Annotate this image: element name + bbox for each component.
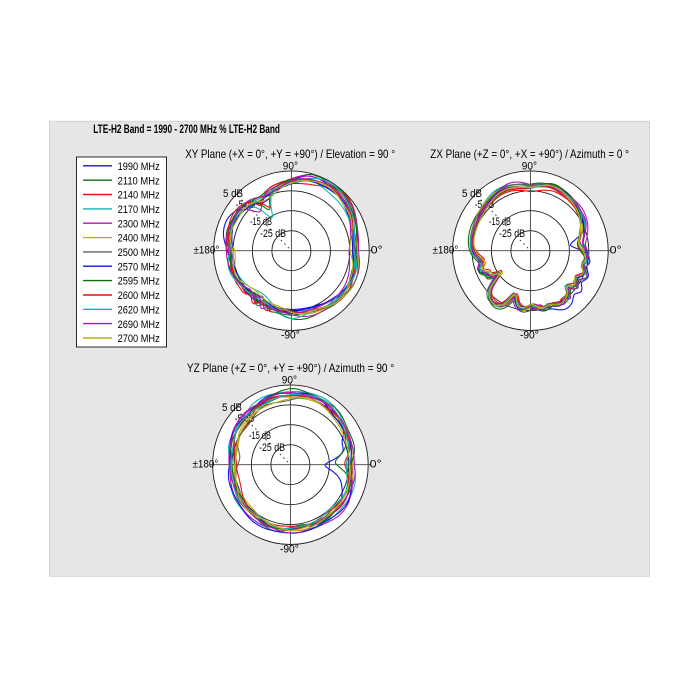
svg-text:2170 MHz: 2170 MHz (118, 204, 160, 216)
svg-text:-25 dB: -25 dB (260, 228, 286, 240)
svg-text:XY Plane (+X = 0°, +Y = +90°): XY Plane (+X = 0°, +Y = +90°) / Elevatio… (185, 147, 395, 161)
svg-text:90°: 90° (522, 160, 537, 172)
svg-text:5 dB: 5 dB (222, 402, 242, 414)
svg-text:2620 MHz: 2620 MHz (118, 304, 160, 316)
svg-text:-90°: -90° (520, 329, 539, 341)
svg-text:2600 MHz: 2600 MHz (118, 290, 160, 302)
svg-text:5 dB: 5 dB (223, 188, 243, 200)
svg-text:2140 MHz: 2140 MHz (118, 190, 160, 202)
svg-text:-90°: -90° (281, 329, 300, 341)
svg-text:2595 MHz: 2595 MHz (118, 276, 160, 288)
svg-text:YZ Plane (+Z = 0°, +Y = +90°): YZ Plane (+Z = 0°, +Y = +90°) / Azimuth … (187, 361, 395, 375)
svg-text:1990 MHz: 1990 MHz (118, 161, 160, 173)
svg-text:2400 MHz: 2400 MHz (118, 233, 160, 245)
svg-text:90°: 90° (282, 374, 297, 386)
svg-text:2700 MHz: 2700 MHz (118, 333, 160, 345)
svg-text:-15 dB: -15 dB (249, 430, 271, 442)
svg-text:LTE-H2 Band = 1990 - 2700 MHz: LTE-H2 Band = 1990 - 2700 MHz % LTE-H2 B… (93, 122, 280, 136)
svg-text:2690 MHz: 2690 MHz (118, 319, 160, 331)
svg-text:-25 dB: -25 dB (499, 228, 525, 240)
svg-text:-25 dB: -25 dB (259, 442, 285, 454)
svg-text:±180°: ±180° (433, 244, 459, 256)
svg-text:-90°: -90° (280, 543, 299, 555)
svg-text:0°: 0° (371, 244, 383, 256)
svg-text:0°: 0° (370, 458, 382, 470)
svg-text:2110 MHz: 2110 MHz (118, 175, 160, 187)
svg-text:90°: 90° (283, 160, 298, 172)
svg-text:±180°: ±180° (194, 244, 220, 256)
svg-text:±180°: ±180° (193, 458, 219, 470)
svg-text:2300 MHz: 2300 MHz (118, 218, 160, 230)
svg-text:-15 dB: -15 dB (489, 216, 511, 228)
svg-text:2570 MHz: 2570 MHz (118, 261, 160, 273)
svg-text:0°: 0° (610, 244, 622, 256)
svg-text:5 dB: 5 dB (462, 188, 482, 200)
svg-text:ZX Plane (+Z = 0°, +X = +90°): ZX Plane (+Z = 0°, +X = +90°) / Azimuth … (430, 147, 629, 161)
svg-text:2500 MHz: 2500 MHz (118, 247, 160, 259)
svg-text:-15 dB: -15 dB (250, 216, 272, 228)
